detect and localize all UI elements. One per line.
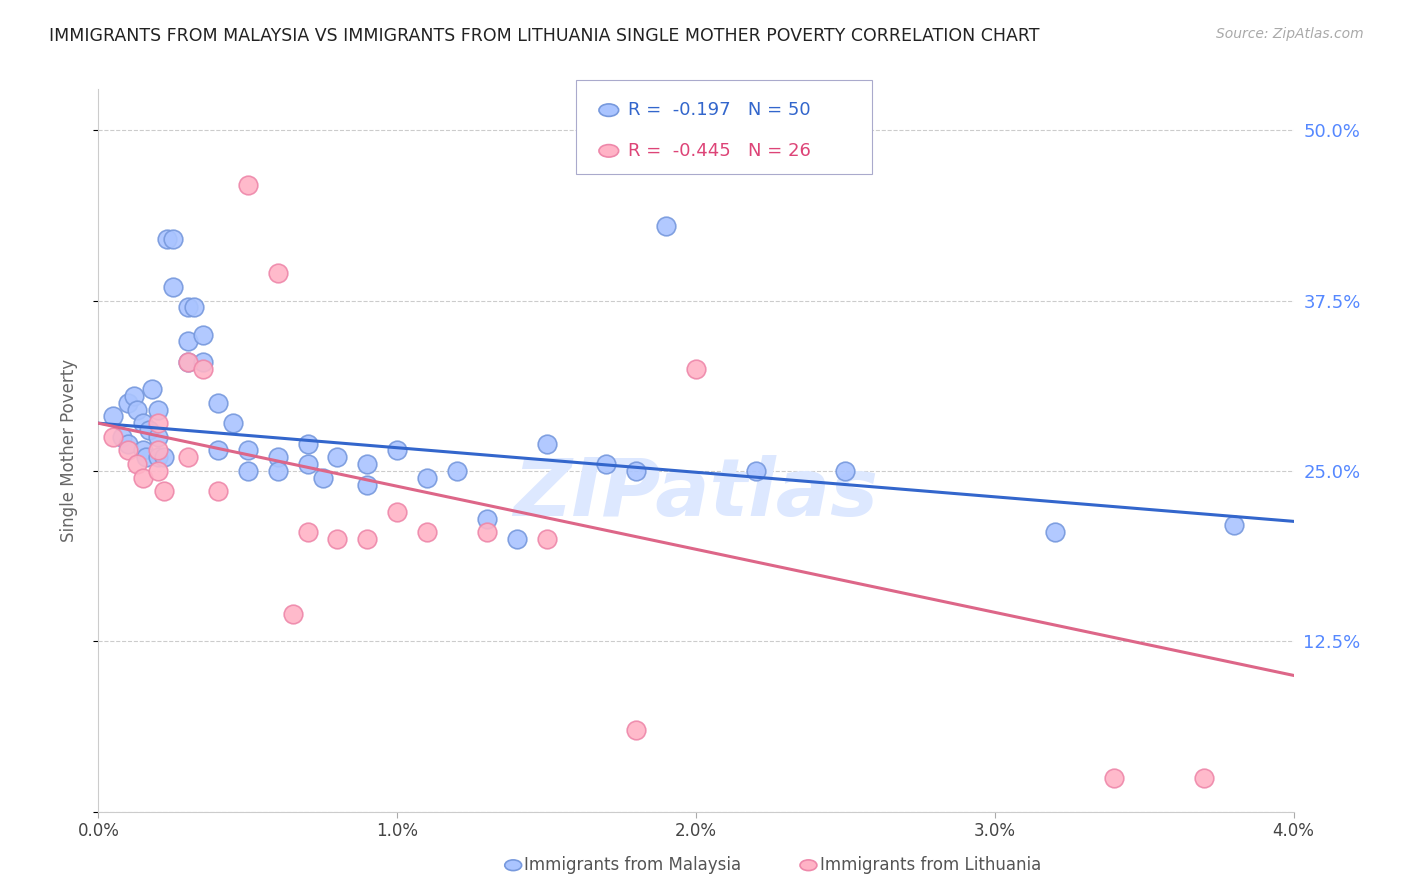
Point [177, 301, 200, 315]
Point [834, 464, 856, 478]
Point [536, 532, 558, 546]
Point [162, 232, 184, 246]
Point [124, 389, 146, 403]
Point [148, 450, 170, 465]
Point [183, 301, 205, 315]
Point [153, 450, 176, 465]
Point [326, 532, 349, 546]
Text: ZIPatlas: ZIPatlas [513, 455, 879, 533]
Point [207, 484, 229, 499]
Point [356, 477, 378, 491]
Text: Immigrants from Malaysia: Immigrants from Malaysia [524, 856, 741, 874]
Point [745, 464, 768, 478]
Point [111, 430, 134, 444]
Point [416, 525, 439, 540]
Point [132, 471, 155, 485]
Point [222, 416, 245, 430]
Point [191, 355, 214, 369]
Point [267, 450, 290, 465]
Point [655, 219, 678, 233]
Point [127, 402, 149, 417]
Point [281, 607, 304, 621]
Text: Immigrants from Lithuania: Immigrants from Lithuania [820, 856, 1040, 874]
Point [1223, 518, 1246, 533]
Point [132, 416, 155, 430]
Point [177, 355, 200, 369]
Point [148, 416, 170, 430]
Point [148, 443, 170, 458]
Point [117, 443, 139, 458]
Point [207, 443, 229, 458]
Point [138, 423, 160, 437]
Text: IMMIGRANTS FROM MALAYSIA VS IMMIGRANTS FROM LITHUANIA SINGLE MOTHER POVERTY CORR: IMMIGRANTS FROM MALAYSIA VS IMMIGRANTS F… [49, 27, 1039, 45]
Point [1192, 771, 1215, 785]
Point [1043, 525, 1066, 540]
Point [626, 723, 648, 737]
Point [685, 361, 707, 376]
Point [446, 464, 468, 478]
Point [191, 361, 214, 376]
Point [177, 334, 200, 349]
Point [1104, 771, 1126, 785]
Point [117, 436, 139, 450]
Point [103, 430, 125, 444]
Point [326, 450, 349, 465]
Point [356, 532, 378, 546]
Point [236, 178, 259, 192]
Point [141, 382, 163, 396]
Point [267, 464, 290, 478]
Point [236, 464, 259, 478]
Point [297, 457, 319, 471]
Point [475, 511, 498, 525]
Point [191, 327, 214, 342]
Text: R =  -0.445   N = 26: R = -0.445 N = 26 [628, 142, 811, 160]
Point [385, 443, 409, 458]
Point [162, 280, 184, 294]
Point [536, 436, 558, 450]
Text: R =  -0.197   N = 50: R = -0.197 N = 50 [628, 101, 811, 120]
Point [127, 457, 149, 471]
Point [135, 450, 157, 465]
Point [132, 443, 155, 458]
Point [148, 430, 170, 444]
Point [267, 266, 290, 280]
Point [416, 471, 439, 485]
Point [148, 464, 170, 478]
Point [117, 396, 139, 410]
Point [297, 436, 319, 450]
Point [148, 402, 170, 417]
Point [595, 457, 617, 471]
Point [177, 355, 200, 369]
Y-axis label: Single Mother Poverty: Single Mother Poverty [59, 359, 77, 542]
Point [385, 505, 409, 519]
Point [356, 457, 378, 471]
Point [297, 525, 319, 540]
Point [153, 484, 176, 499]
Point [311, 471, 333, 485]
Point [626, 464, 648, 478]
Point [156, 232, 179, 246]
Text: Source: ZipAtlas.com: Source: ZipAtlas.com [1216, 27, 1364, 41]
Point [506, 532, 529, 546]
Point [207, 396, 229, 410]
Point [475, 525, 498, 540]
Point [236, 443, 259, 458]
Point [177, 450, 200, 465]
Point [103, 409, 125, 424]
